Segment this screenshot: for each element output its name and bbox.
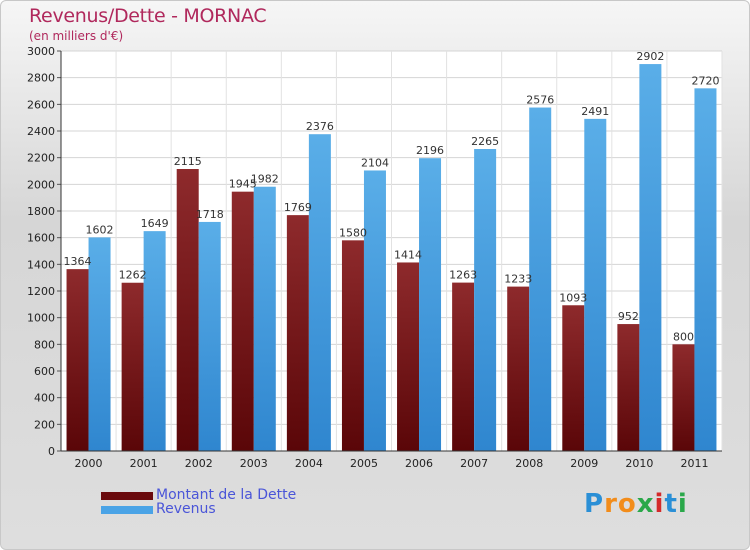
y-tick-label: 600 xyxy=(34,365,55,378)
bar-debt xyxy=(66,269,89,451)
data-label-debt: 1233 xyxy=(504,273,532,286)
y-tick-label: 1800 xyxy=(27,205,55,218)
logo-letter: r xyxy=(604,489,618,519)
bar-revenue xyxy=(308,134,331,451)
x-tick-label: 2009 xyxy=(570,457,598,470)
logo-letter: i xyxy=(654,489,665,519)
y-tick-label: 2600 xyxy=(27,98,55,111)
data-label-debt: 1769 xyxy=(284,201,312,214)
data-label-revenue: 2104 xyxy=(361,156,389,169)
legend-swatch-debt xyxy=(101,492,153,500)
y-tick-label: 2400 xyxy=(27,125,55,138)
x-tick-label: 2006 xyxy=(405,457,433,470)
bar-debt xyxy=(562,305,585,451)
y-tick-label: 2000 xyxy=(27,178,55,191)
legend-label-debt: Montant de la Dette xyxy=(156,487,297,503)
data-label-revenue: 2576 xyxy=(526,94,554,107)
logo-letter: o xyxy=(617,489,637,519)
data-label-debt: 800 xyxy=(673,330,694,343)
chart-title: Revenus/Dette - MORNAC xyxy=(29,5,267,27)
logo-letter: t xyxy=(664,489,678,519)
y-tick-label: 3000 xyxy=(27,45,55,58)
y-tick-label: 400 xyxy=(34,392,55,405)
bar-revenue xyxy=(419,158,442,451)
y-tick-label: 200 xyxy=(34,418,55,431)
bar-revenue xyxy=(88,237,111,451)
x-tick-label: 2008 xyxy=(515,457,543,470)
x-tick-label: 2001 xyxy=(130,457,158,470)
y-tick-label: 800 xyxy=(34,338,55,351)
data-label-debt: 1414 xyxy=(394,248,422,261)
y-tick-label: 2800 xyxy=(27,72,55,85)
x-tick-label: 2005 xyxy=(350,457,378,470)
bar-revenue xyxy=(639,64,662,452)
bar-revenue xyxy=(198,221,221,451)
bar-debt xyxy=(672,344,695,451)
y-tick-label: 1000 xyxy=(27,312,55,325)
legend-swatch-revenue xyxy=(101,506,153,514)
y-tick-label: 0 xyxy=(48,445,55,458)
data-label-debt: 1580 xyxy=(339,226,367,239)
bar-debt xyxy=(231,191,254,451)
bar-revenue xyxy=(694,88,717,451)
data-label-revenue: 2902 xyxy=(636,50,664,63)
bar-debt xyxy=(341,240,364,451)
y-tick-label: 1600 xyxy=(27,232,55,245)
y-tick-label: 1400 xyxy=(27,258,55,271)
data-label-revenue: 1982 xyxy=(251,173,279,186)
y-tick-label: 2200 xyxy=(27,152,55,165)
x-tick-label: 2002 xyxy=(185,457,213,470)
data-label-debt: 952 xyxy=(618,310,639,323)
bar-revenue xyxy=(584,118,607,451)
legend-item-debt: Montant de la Dette xyxy=(101,487,331,503)
x-tick-label: 2000 xyxy=(75,457,103,470)
bar-debt xyxy=(397,262,420,451)
bar-revenue xyxy=(143,231,166,451)
data-label-revenue: 1718 xyxy=(196,208,224,221)
proxiti-logo[interactable]: Proxiti xyxy=(584,489,688,519)
data-label-revenue: 2720 xyxy=(691,74,719,87)
bar-revenue xyxy=(253,186,276,451)
x-tick-label: 2007 xyxy=(460,457,488,470)
data-label-revenue: 2196 xyxy=(416,144,444,157)
x-tick-label: 2010 xyxy=(625,457,653,470)
bar-debt xyxy=(286,215,309,451)
bar-debt xyxy=(507,286,530,451)
chart-subtitle: (en milliers d'€) xyxy=(29,29,124,43)
data-label-debt: 1945 xyxy=(229,178,257,191)
logo-letter: P xyxy=(584,489,605,519)
bar-debt xyxy=(452,282,475,451)
data-label-debt: 1364 xyxy=(64,255,92,268)
bar-debt xyxy=(176,169,199,451)
data-label-debt: 2115 xyxy=(174,155,202,168)
logo-letter: x xyxy=(636,489,655,519)
x-tick-label: 2004 xyxy=(295,457,323,470)
legend-item-revenue: Revenus xyxy=(101,501,331,517)
data-label-debt: 1263 xyxy=(449,269,477,282)
y-tick-label: 1200 xyxy=(27,285,55,298)
legend-label-revenue: Revenus xyxy=(156,501,216,517)
bar-debt xyxy=(617,324,640,451)
bar-debt xyxy=(121,282,144,451)
bar-revenue xyxy=(474,149,497,451)
bar-revenue xyxy=(363,170,386,451)
logo-letter: i xyxy=(677,489,688,519)
x-tick-label: 2003 xyxy=(240,457,268,470)
data-label-revenue: 1602 xyxy=(86,223,114,236)
bar-revenue xyxy=(529,107,552,452)
data-label-debt: 1262 xyxy=(119,269,147,282)
x-tick-label: 2011 xyxy=(680,457,708,470)
data-label-revenue: 2265 xyxy=(471,135,499,148)
data-label-debt: 1093 xyxy=(559,291,587,304)
data-label-revenue: 2376 xyxy=(306,120,334,133)
data-label-revenue: 2491 xyxy=(581,105,609,118)
data-label-revenue: 1649 xyxy=(141,217,169,230)
